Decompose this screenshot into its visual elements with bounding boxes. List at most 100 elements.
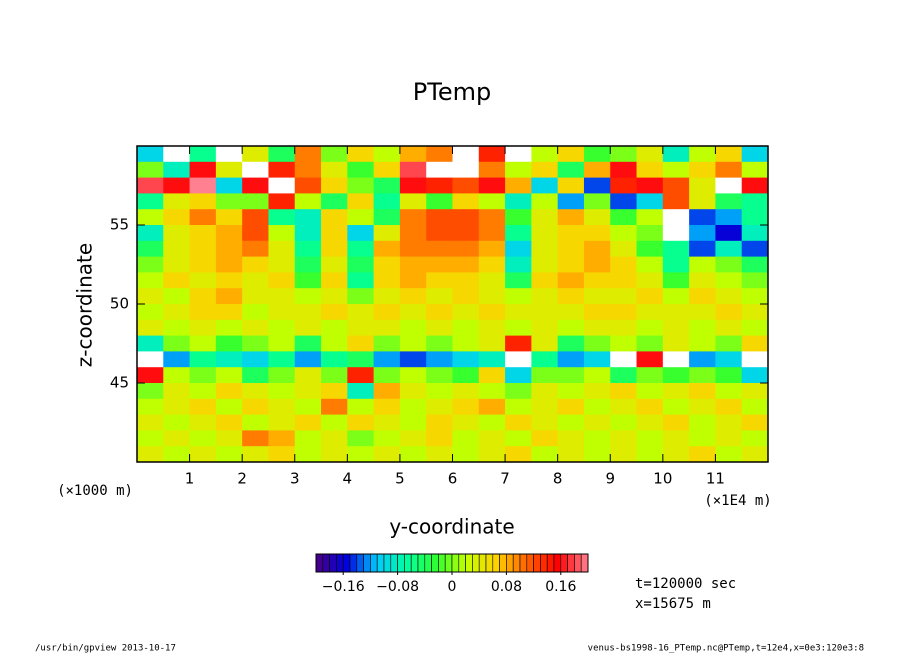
cell [715,319,743,337]
cell [636,304,664,321]
cell [137,446,164,462]
cell [347,414,375,431]
colorbar-tick-label: 0 [448,579,457,595]
cell [399,146,427,163]
cell [137,367,164,384]
cell [215,225,243,242]
cell [373,398,401,416]
cell [321,430,348,447]
cell [452,193,480,210]
cell [531,225,559,242]
cell [163,383,191,400]
cell [531,177,559,194]
cell [478,430,506,447]
cell [426,256,453,273]
cell [715,367,743,384]
cell [636,225,664,242]
cell [715,288,743,305]
cell [373,319,401,337]
cell [426,225,453,242]
cell [636,446,664,462]
cell [505,446,532,462]
cell [321,193,348,210]
cell [505,209,532,226]
cell [662,367,690,384]
cell [452,351,480,368]
cell [662,240,690,258]
cell [373,146,401,163]
cell [215,240,243,258]
cell [689,367,716,384]
cell [531,304,559,321]
cell [636,146,664,163]
cell [215,351,243,368]
cell [399,209,427,226]
cell [478,288,506,305]
cell [452,209,480,226]
cell [347,225,375,242]
cell [373,240,401,258]
cell [662,383,690,400]
cell [347,177,375,194]
cell [662,304,690,321]
cell [163,146,191,163]
cell [662,225,690,242]
cell [163,193,191,210]
cell [242,398,269,416]
cell [610,161,638,179]
cell [242,225,269,242]
cell [583,146,611,163]
cell [583,398,611,416]
cell [399,304,427,321]
cell [373,161,401,179]
cell [610,430,638,447]
cell [268,383,296,400]
cell [662,446,690,462]
cell [347,398,375,416]
cell [636,398,664,416]
cell [137,335,164,352]
cell [268,288,296,305]
cell [452,146,480,163]
cell [531,161,559,179]
cell [137,240,164,258]
cell [662,161,690,179]
cell [163,225,191,242]
colorbar-box [438,553,446,573]
cell [583,288,611,305]
cell [689,209,716,226]
cell [399,398,427,416]
cell [399,288,427,305]
cell [610,193,638,210]
cell [215,367,243,384]
x-tick-label: 7 [500,470,510,488]
cell [583,351,611,368]
cell [583,272,611,289]
cell [531,430,559,447]
cell [505,225,532,242]
cell [583,225,611,242]
cell [268,398,296,416]
cell [426,367,453,384]
cell [452,304,480,321]
cell [610,240,638,258]
cell [610,446,638,462]
cell [426,272,453,289]
annotation: x=15675 m [635,596,711,612]
cell [531,398,559,416]
cell [583,161,611,179]
cell [399,446,427,462]
cell [242,209,269,226]
cell [689,177,716,194]
annotation: t=120000 sec [635,576,736,592]
cell [426,161,453,179]
cell [347,319,375,337]
cell [636,177,664,194]
cell [636,335,664,352]
cell [557,383,585,400]
cell [242,272,269,289]
cell [636,161,664,179]
cell [321,240,348,258]
cell [347,240,375,258]
cell [426,288,453,305]
